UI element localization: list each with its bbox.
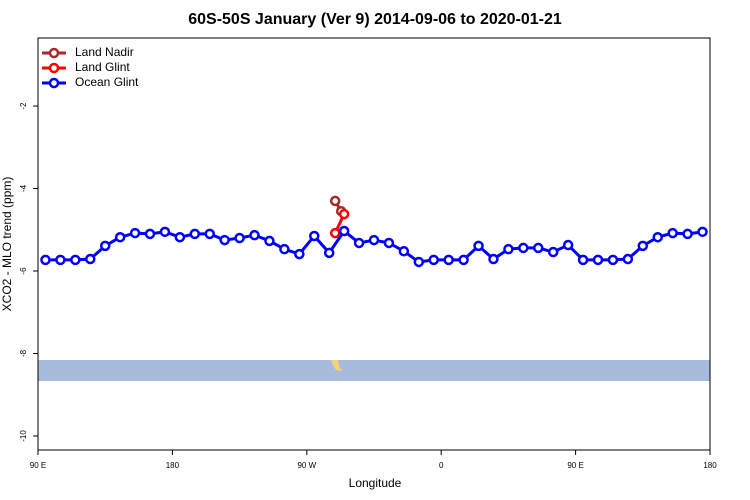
- point: [40, 254, 51, 266]
- point: [488, 253, 499, 265]
- point: [249, 229, 260, 241]
- point: [473, 240, 484, 252]
- point: [309, 230, 320, 242]
- x-tick-label: 180: [166, 461, 180, 470]
- legend-label: Land Glint: [75, 60, 130, 74]
- point: [353, 237, 365, 249]
- point: [562, 239, 574, 251]
- point: [338, 225, 350, 237]
- point: [55, 254, 66, 266]
- point: [159, 226, 171, 238]
- point: [622, 253, 634, 265]
- x-tick-label: 0: [439, 461, 444, 470]
- point: [279, 243, 290, 255]
- point: [607, 254, 619, 266]
- point: [174, 231, 186, 243]
- point: [189, 228, 201, 240]
- point: [204, 228, 215, 240]
- legend-marker: [48, 47, 60, 59]
- point: [129, 227, 141, 239]
- point: [682, 228, 693, 240]
- point: [264, 235, 275, 247]
- x-tick-label: 90 E: [30, 461, 46, 470]
- point: [592, 254, 604, 266]
- point: [652, 231, 663, 243]
- y-tick-label: -8: [19, 349, 28, 357]
- point: [697, 226, 708, 238]
- map-land: [331, 360, 342, 371]
- map-band: [38, 360, 710, 381]
- y-tick-label: -4: [19, 184, 28, 192]
- y-axis-label: XCO2 - MLO trend (ppm): [0, 177, 14, 312]
- point: [323, 247, 335, 259]
- x-tick-label: 90 E: [567, 461, 583, 470]
- point: [458, 254, 469, 266]
- point: [114, 231, 126, 243]
- point: [329, 195, 341, 207]
- point: [219, 234, 230, 246]
- point: [398, 245, 410, 257]
- x-tick-label: 90 W: [297, 461, 316, 470]
- legend-label: Ocean Glint: [75, 75, 139, 89]
- x-tick-label: 180: [703, 461, 717, 470]
- legend-marker: [48, 62, 60, 74]
- point: [338, 208, 350, 220]
- legend-marker: [48, 77, 60, 89]
- point: [637, 240, 649, 252]
- point: [518, 242, 529, 254]
- x-axis-label: Longitude: [349, 476, 402, 490]
- point: [667, 227, 678, 239]
- point: [413, 256, 425, 268]
- y-tick-label: -2: [19, 102, 28, 110]
- point: [294, 248, 305, 260]
- point: [144, 228, 156, 240]
- y-tick-label: -10: [19, 430, 28, 442]
- legend-label: Land Nadir: [75, 45, 134, 59]
- point: [443, 254, 454, 266]
- point: [503, 243, 514, 255]
- point: [547, 246, 559, 258]
- point: [99, 240, 111, 252]
- point: [533, 242, 544, 254]
- plot-frame: [37, 37, 711, 451]
- chart-title: 60S-50S January (Ver 9) 2014-09-06 to 20…: [188, 11, 562, 28]
- point: [329, 227, 341, 239]
- y-tick-label: -6: [19, 267, 28, 275]
- point: [577, 254, 589, 266]
- point: [85, 253, 96, 265]
- point: [234, 232, 245, 244]
- point: [383, 237, 395, 249]
- point: [368, 234, 380, 246]
- point: [70, 254, 81, 266]
- point: [428, 254, 439, 266]
